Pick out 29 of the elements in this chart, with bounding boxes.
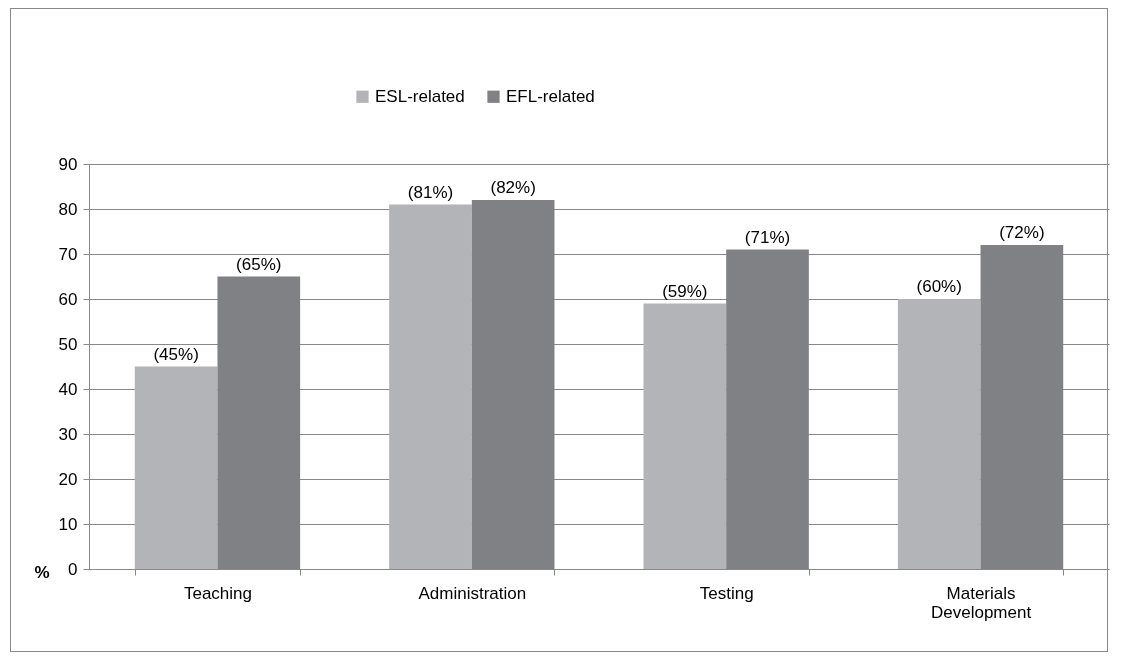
y-tick-label: 60 [58,289,78,309]
bar [643,303,727,569]
y-tick-label: 10 [58,514,78,534]
x-tick-label: Teaching [183,583,252,603]
y-tick-label: 90 [58,154,78,174]
y-tick-label: 30 [58,424,78,444]
y-tick-label: 40 [58,379,78,399]
y-tick-label: 20 [58,469,78,489]
legend-label: EFL-related [506,86,595,106]
data-label: (45%) [153,344,199,364]
y-axis-title: % [34,562,50,582]
bar [897,299,981,569]
data-label: (65%) [236,254,282,274]
data-label: (60%) [916,277,962,296]
legend-label: ESL-related [375,86,465,106]
data-label: (59%) [662,281,708,301]
y-tick-label: 50 [58,334,78,354]
bar [134,366,218,569]
x-tick-label: Testing [699,583,754,603]
data-label: (82%) [490,178,536,197]
x-tick-label: Materials Development [930,583,1032,622]
data-label: (72%) [999,223,1045,242]
x-tick-label: Administration [418,583,527,603]
y-tick-label: 0 [68,559,78,579]
bar [389,204,472,569]
data-label: (71%) [744,227,791,247]
y-tick-label: 70 [58,244,78,264]
y-tick-label: 80 [58,199,78,219]
data-label: (81%) [407,182,454,202]
